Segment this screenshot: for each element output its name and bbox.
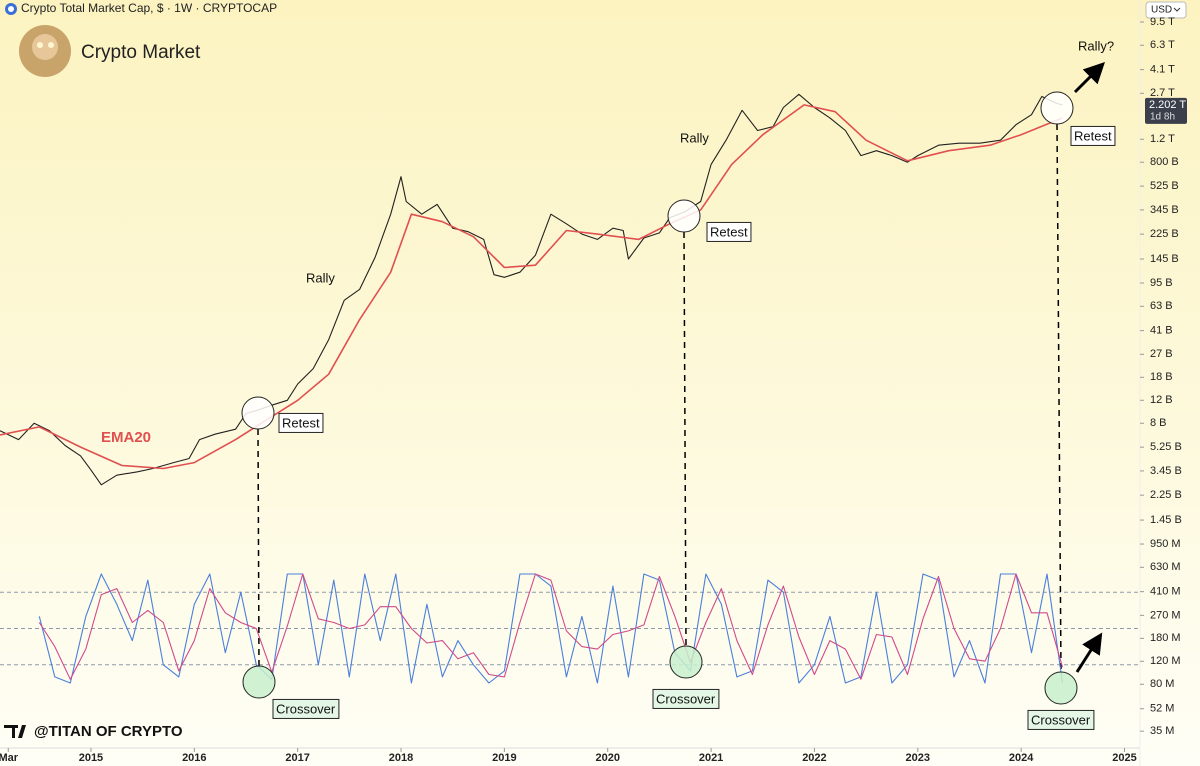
crossover-circle	[1044, 671, 1078, 705]
y-tick-label: 525 B	[1150, 180, 1179, 192]
y-tick-label: 5.25 B	[1150, 441, 1182, 453]
y-tick-label: 145 B	[1150, 253, 1179, 265]
y-tick-label: 1.45 B	[1150, 514, 1182, 526]
y-tick-label: 9.5 T	[1150, 16, 1175, 28]
retest-circle	[667, 199, 701, 233]
y-tick-label: 95 B	[1150, 277, 1173, 289]
crossover-label: Crossover	[1031, 712, 1091, 727]
price-tag-label: 2.202 T	[1149, 99, 1186, 111]
dropdown-caret	[1173, 7, 1181, 12]
label-box	[652, 688, 720, 709]
crossover-label: Crossover	[276, 701, 336, 716]
y-tick-label: 4.1 T	[1150, 64, 1175, 76]
watermark: @TITAN OF CRYPTO	[34, 723, 183, 740]
series-label: EMA20	[101, 429, 151, 446]
rally-label: Rally	[680, 130, 709, 145]
guide-line	[257, 428, 260, 667]
y-tick-label: 630 M	[1150, 561, 1181, 573]
y-tick-label: 3.45 B	[1150, 465, 1182, 477]
guide-line	[683, 231, 687, 647]
label-box	[272, 698, 340, 719]
y-tick-label: 950 M	[1150, 538, 1181, 550]
y-tick-label: 8 B	[1150, 417, 1167, 429]
label-box	[1070, 125, 1116, 146]
y-tick-label: 27 B	[1150, 348, 1173, 360]
symbol-title[interactable]: Crypto Total Market Cap, $ · 1W · CRYPTO…	[21, 1, 277, 15]
x-tick-label: Mar	[0, 752, 19, 764]
x-tick-label: 2023	[906, 752, 930, 764]
series-line	[0, 93, 1063, 486]
price-tag	[1145, 97, 1187, 124]
y-tick-label: 6.3 T	[1150, 39, 1175, 51]
y-tick-label: 345 B	[1150, 204, 1179, 216]
x-tick-label: 2021	[699, 752, 723, 764]
chart-name: Crypto Market	[81, 42, 201, 63]
label-box	[278, 412, 324, 433]
y-tick-label: 63 B	[1150, 300, 1173, 312]
crossover-circle	[669, 645, 703, 679]
y-tick-label: 35 M	[1150, 725, 1174, 737]
tv-logo	[4, 725, 26, 738]
retest-label: Retest	[710, 224, 748, 239]
retest-circle	[241, 396, 275, 430]
y-tick-label: 2.25 B	[1150, 489, 1182, 501]
x-tick-label: 2016	[182, 752, 206, 764]
y-tick-label: 80 M	[1150, 678, 1174, 690]
y-tick-label: 52 M	[1150, 703, 1174, 715]
x-tick-label: 2022	[802, 752, 826, 764]
y-tick-label: 180 M	[1150, 632, 1181, 644]
rally-label: Rally	[306, 270, 335, 285]
series-line	[0, 104, 1063, 470]
retest-label: Retest	[1074, 128, 1112, 143]
y-tick-label: 1.2 T	[1150, 133, 1175, 145]
countdown: 1d 8h	[1150, 111, 1175, 122]
x-tick-label: 2017	[285, 752, 309, 764]
x-tick-label: 2020	[595, 752, 619, 764]
crossover-circle	[242, 665, 276, 699]
label-box	[1027, 709, 1095, 730]
arrow	[1075, 632, 1103, 673]
retest-circle	[1040, 91, 1074, 125]
series-line	[38, 573, 1064, 684]
x-tick-label: 2019	[492, 752, 516, 764]
retest-label: Retest	[282, 415, 320, 430]
x-tick-label: 2024	[1009, 752, 1034, 764]
currency-label[interactable]: USD	[1151, 5, 1172, 16]
x-tick-label: 2025	[1112, 752, 1136, 764]
x-tick-label: 2015	[79, 752, 103, 764]
y-tick-label: 18 B	[1150, 371, 1173, 383]
avatar-eye	[48, 42, 54, 48]
y-tick-label: 2.7 T	[1150, 87, 1175, 99]
guide-line	[1056, 123, 1062, 673]
y-tick-label: 410 M	[1150, 586, 1181, 598]
avatar-eye	[37, 42, 43, 48]
crossover-label: Crossover	[656, 691, 716, 706]
y-tick-label: 120 M	[1150, 655, 1181, 667]
rally-label: Rally?	[1078, 38, 1114, 53]
series-line	[38, 573, 1064, 680]
y-tick-label: 12 B	[1150, 394, 1173, 406]
y-tick-label: 41 B	[1150, 325, 1173, 337]
arrow	[1073, 62, 1105, 94]
y-tick-label: 270 M	[1150, 609, 1181, 621]
label-box	[706, 221, 752, 242]
currency-button[interactable]	[1145, 1, 1187, 19]
avatar-face	[32, 34, 58, 60]
y-tick-label: 225 B	[1150, 228, 1179, 240]
x-tick-label: 2018	[389, 752, 413, 764]
y-tick-label: 800 B	[1150, 156, 1179, 168]
symbol-icon-inner	[8, 6, 14, 12]
